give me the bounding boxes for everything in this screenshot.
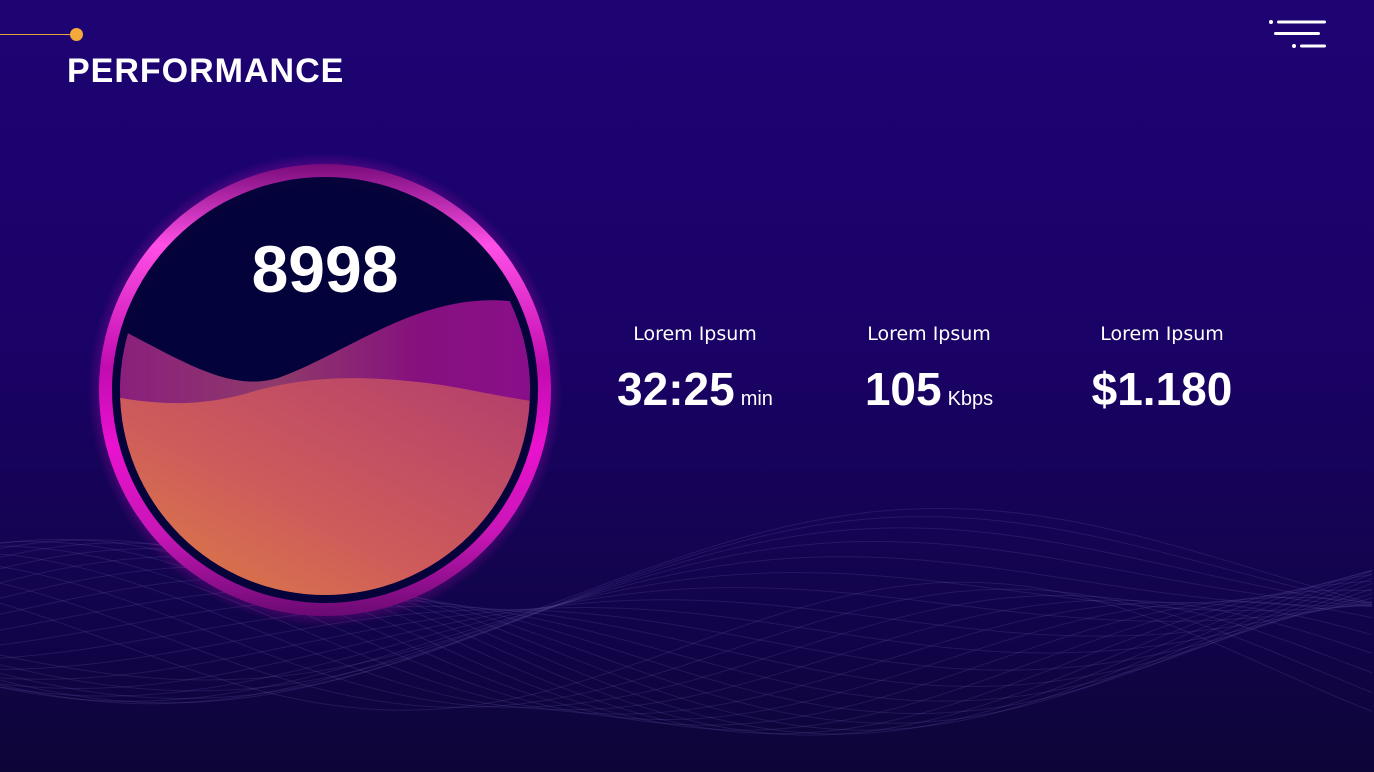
stat-value-row: 32:25 min [585, 366, 805, 412]
stat-value: 105 [864, 363, 942, 415]
stat-label: Lorem Ipsum [633, 323, 757, 345]
title-accent-dot [70, 28, 83, 41]
stat-value-row: 105 Kbps [819, 366, 1039, 412]
stat-label: Lorem Ipsum [1100, 323, 1224, 345]
gauge-value: 8998 [251, 232, 399, 306]
stat-label: Lorem Ipsum [867, 323, 991, 345]
page-title: PERFORMANCE [67, 52, 345, 90]
menu-icon[interactable] [1266, 18, 1328, 52]
stat-bandwidth: Lorem Ipsum 105 Kbps [819, 322, 1039, 412]
stat-value-row: $1.180 [1052, 366, 1272, 412]
stat-value: 32:25 [617, 363, 735, 415]
stat-unit: Kbps [947, 388, 994, 410]
stat-duration: Lorem Ipsum 32:25 min [585, 322, 805, 412]
performance-gauge [88, 153, 562, 627]
stat-amount: Lorem Ipsum $1.180 [1052, 322, 1272, 412]
stat-value: $1.180 [1091, 363, 1233, 415]
stat-unit: min [740, 388, 773, 410]
title-accent-line [0, 34, 74, 35]
